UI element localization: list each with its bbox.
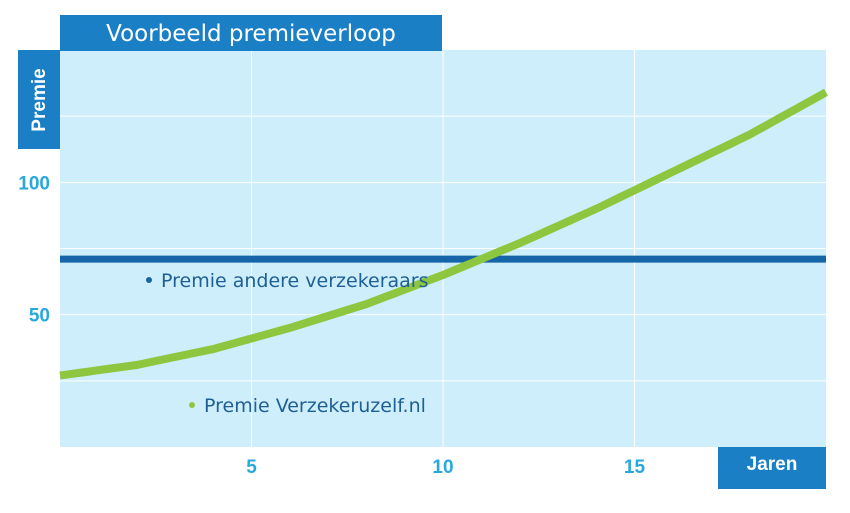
x-tick-label: 10	[432, 457, 453, 478]
title-box	[60, 15, 442, 51]
ticks-layer: 5 10 15 50 100	[18, 173, 645, 478]
legend-label-verzekeruzelf: Premie Verzekeruzelf.nl	[204, 395, 426, 417]
series-line-1	[59, 88, 828, 380]
y-tick-label: 50	[29, 306, 50, 327]
legend-item-verzekeruzelf: Premie Verzekeruzelf.nl	[189, 395, 426, 417]
xlabel-box	[718, 447, 826, 489]
ylabel-box	[18, 50, 60, 149]
legend-marker-verzekeruzelf	[189, 402, 195, 408]
x-axis-label: Jaren	[747, 454, 798, 475]
chart-title: Voorbeeld premieverloop	[106, 21, 396, 47]
grid	[60, 50, 826, 447]
legend-marker-andere	[146, 277, 152, 283]
x-tick-label: 15	[624, 457, 646, 478]
y-axis-label: Premie	[29, 68, 50, 131]
legend-item-andere: Premie andere verzekeraars	[146, 270, 429, 292]
x-tick-label: 5	[246, 457, 257, 478]
series-layer	[59, 88, 828, 380]
legend-label-andere: Premie andere verzekeraars	[161, 270, 429, 292]
y-tick-label: 100	[18, 173, 50, 194]
